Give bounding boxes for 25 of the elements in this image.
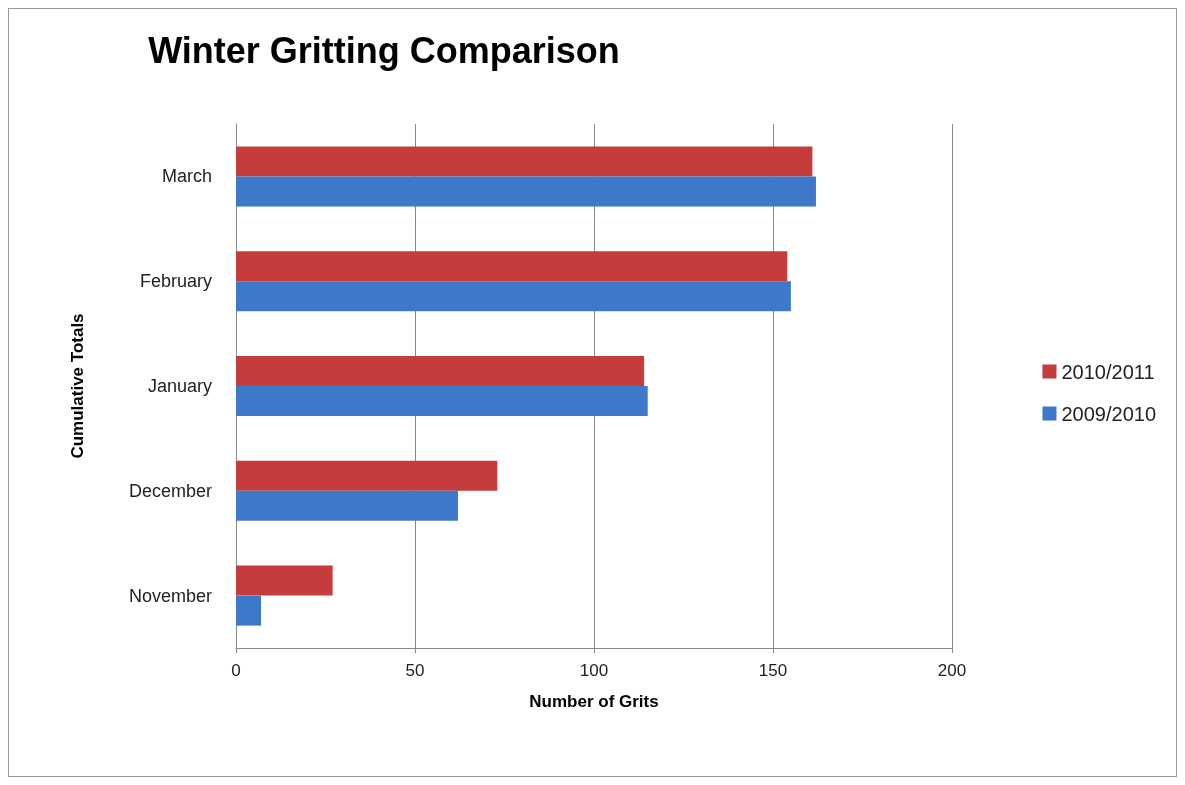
x-tick-label: 0 [231, 661, 241, 680]
y-tick-label: February [139, 271, 212, 292]
y-tick-label: November [128, 585, 212, 606]
x-tick-label: 100 [579, 661, 609, 680]
x-tick-label: 50 [405, 661, 425, 680]
bar [236, 386, 648, 416]
y-tick-label: December [128, 480, 212, 501]
bar [236, 251, 788, 282]
bar [236, 356, 645, 386]
legend-label: 2010/2011 [1061, 360, 1155, 383]
x-tick-label: 200 [937, 661, 967, 680]
chart-title: Winter Gritting Comparison [148, 29, 620, 71]
bar [236, 595, 262, 626]
bar [236, 176, 816, 207]
y-tick-label: March [161, 166, 212, 187]
y-axis-title: Cumulative Totals [68, 313, 87, 459]
bar [236, 460, 498, 491]
bar [236, 490, 458, 521]
bar [236, 146, 813, 177]
bar [236, 281, 791, 312]
y-tick-label: January [147, 376, 212, 396]
x-tick-label: 150 [758, 661, 788, 680]
legend-label: 2009/2010 [1061, 402, 1157, 425]
bar [236, 565, 333, 596]
x-axis-title: Number of Grits [529, 692, 659, 711]
